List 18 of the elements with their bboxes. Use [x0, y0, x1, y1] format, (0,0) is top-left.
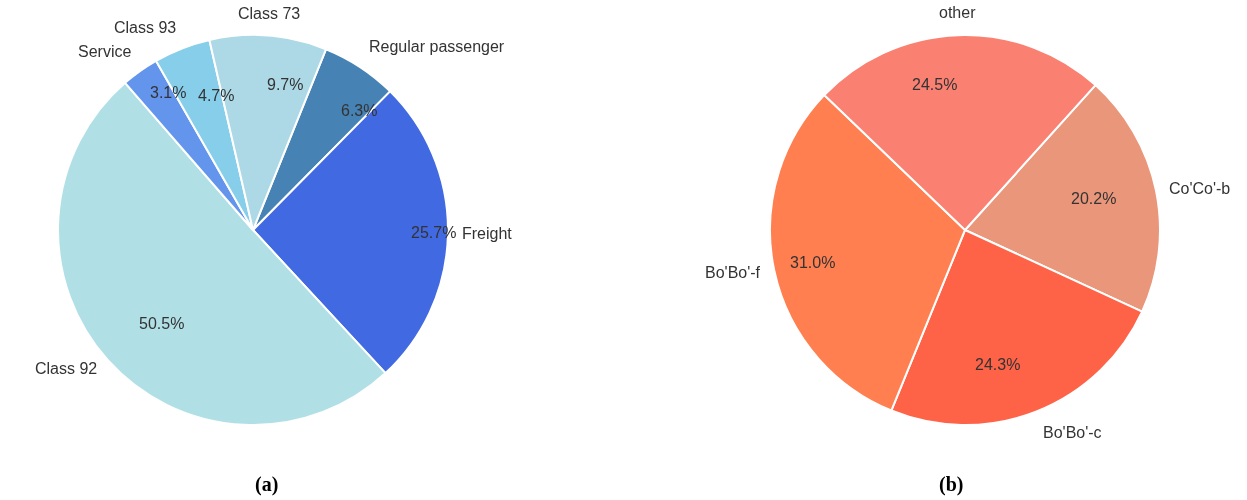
- data-label: 24.3%: [975, 356, 1021, 373]
- slice-label: Service: [78, 43, 132, 60]
- text: (a): [255, 473, 279, 496]
- data-label: 31.0%: [790, 254, 836, 271]
- slice-label: Class 92: [35, 360, 98, 377]
- slice-label: Bo'Bo'-f: [705, 264, 761, 281]
- slice-label: Class 73: [238, 5, 301, 22]
- slice-label: Class 93: [114, 19, 177, 36]
- slice-label: Bo'Bo'-c: [1043, 424, 1102, 441]
- data-label: 24.5%: [912, 76, 958, 93]
- data-label: 50.5%: [139, 315, 185, 332]
- data-label: 9.7%: [267, 76, 304, 93]
- data-label: 20.2%: [1071, 190, 1117, 207]
- slice-label: other: [939, 4, 977, 21]
- slice-label: Freight: [462, 225, 513, 242]
- slice-label: Regular passenger: [369, 38, 505, 55]
- text: (b): [939, 473, 964, 496]
- slice-label: Co'Co'-b: [1169, 180, 1231, 197]
